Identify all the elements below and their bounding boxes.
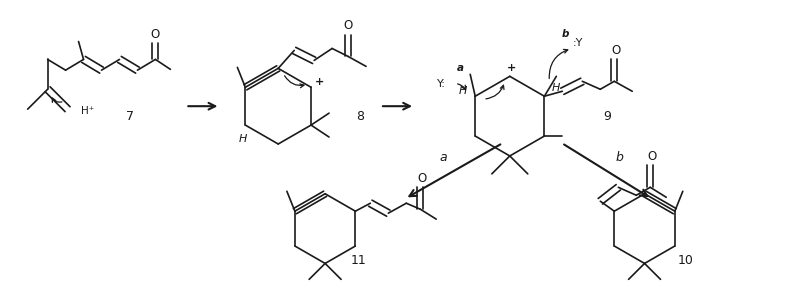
Text: 9: 9 [604,110,611,123]
Text: 11: 11 [350,254,366,267]
Text: H: H [459,86,467,96]
Text: H⁺: H⁺ [81,106,94,116]
Text: O: O [343,19,353,32]
Text: +: + [315,77,323,87]
Text: 8: 8 [356,110,364,123]
Text: H: H [552,83,560,93]
Text: 10: 10 [678,254,693,267]
Text: b: b [562,29,569,38]
Text: O: O [418,172,427,185]
Text: Y:: Y: [438,79,446,89]
Text: b: b [615,151,623,164]
Text: :Y: :Y [572,38,583,49]
Text: a: a [439,151,447,164]
Text: O: O [611,44,621,57]
Text: O: O [151,28,160,41]
Text: H: H [239,134,248,144]
Text: 7: 7 [127,110,135,123]
Text: +: + [507,63,516,73]
Text: a: a [456,63,464,73]
Text: O: O [648,150,657,163]
